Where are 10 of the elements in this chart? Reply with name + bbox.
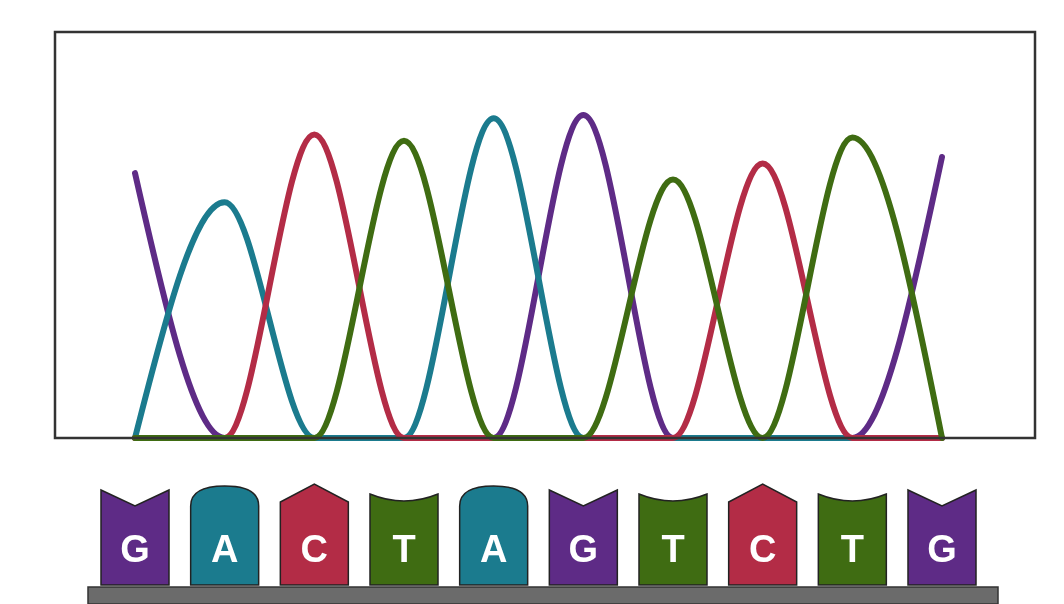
x-tick-label: C bbox=[748, 528, 777, 570]
x-tick-label: C bbox=[300, 528, 329, 570]
x-tick-label: T bbox=[840, 528, 864, 570]
x-tick-label: A bbox=[479, 528, 508, 570]
x-tick-label: G bbox=[927, 528, 957, 570]
x-tick-label: T bbox=[392, 528, 416, 570]
x-tick-label: G bbox=[120, 528, 150, 570]
x-tick-label: A bbox=[210, 528, 239, 570]
x-tick-label: T bbox=[661, 528, 685, 570]
x-tick-label: G bbox=[568, 528, 599, 570]
